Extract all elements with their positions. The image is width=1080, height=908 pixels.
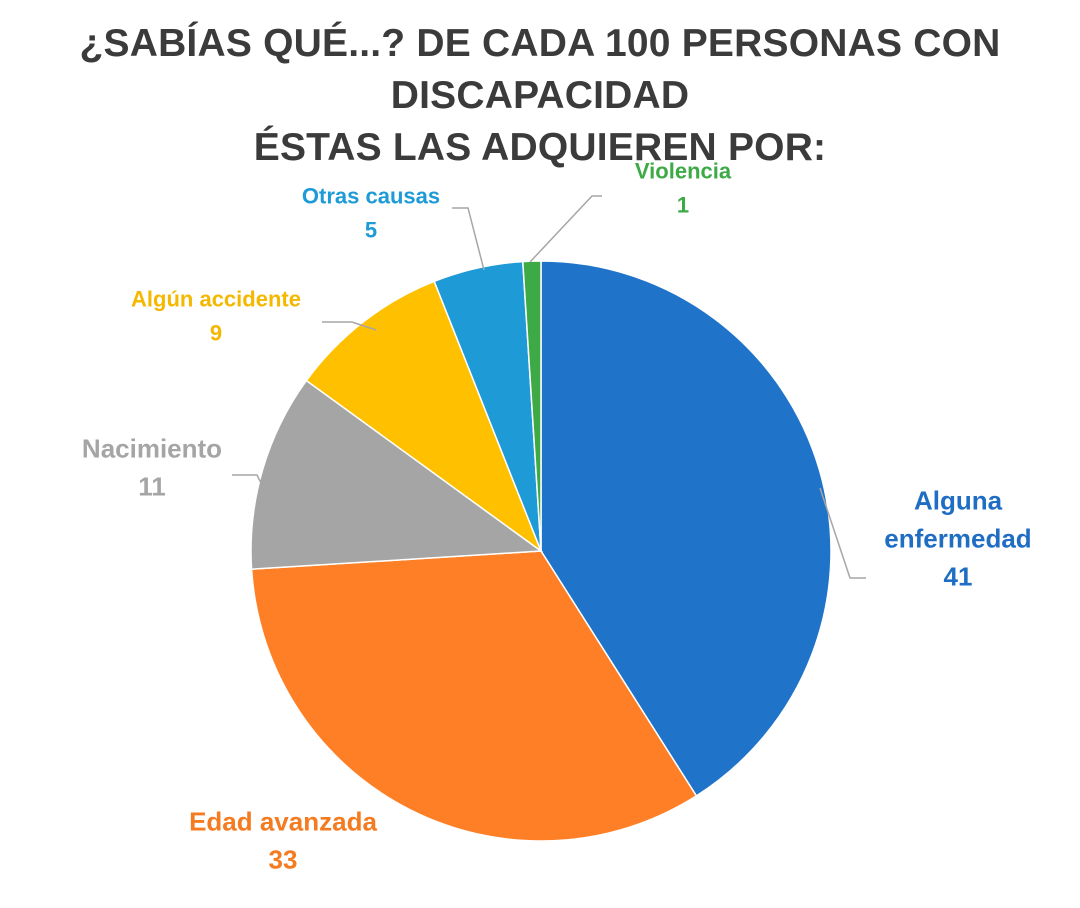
pie-slice-edad-avanzada — [250, 550, 698, 842]
data-label: Otras causas 5 — [302, 184, 440, 243]
data-label-name: Nacimiento — [82, 434, 222, 464]
data-label-name: Otras causas — [302, 184, 440, 209]
data-label-name: Violencia — [635, 159, 732, 184]
data-label: Algún accidente 9 — [131, 287, 301, 346]
data-label-value: 5 — [365, 218, 377, 243]
leader-line — [322, 321, 377, 331]
data-label: Alguna enfermedad 41 — [884, 486, 1031, 592]
data-label-value: 41 — [944, 562, 973, 592]
leader-line — [452, 207, 485, 271]
pie-slice-violencia — [521, 260, 542, 552]
chart-title-line-1: ¿SABÍAS QUÉ...? DE CADA 100 PERSONAS CON… — [79, 22, 1001, 117]
pie-slice-alguna-enfermedad — [540, 260, 832, 797]
leader-line — [819, 487, 866, 579]
leader-line — [232, 474, 263, 486]
pie-slice-algún-accidente — [305, 280, 543, 554]
data-label: Violencia 1 — [635, 159, 732, 218]
data-label-value: 9 — [210, 321, 222, 346]
data-label: Nacimiento 11 — [82, 434, 222, 502]
data-label-value: 33 — [269, 845, 298, 875]
data-label-name: Edad avanzada — [189, 807, 377, 837]
data-label-value: 1 — [677, 193, 689, 218]
data-label-name: enfermedad — [884, 524, 1031, 554]
pie-slice-nacimiento — [250, 379, 544, 571]
data-label-name: Algún accidente — [131, 287, 301, 312]
data-label: Edad avanzada 33 — [189, 807, 377, 875]
data-label-name: Alguna — [914, 486, 1003, 516]
chart-title: ¿SABÍAS QUÉ...? DE CADA 100 PERSONAS CON… — [0, 18, 1080, 174]
chart-title-line-2: ÉSTAS LAS ADQUIEREN POR: — [253, 126, 827, 169]
data-label-value: 11 — [138, 472, 166, 502]
leader-line — [529, 195, 602, 263]
